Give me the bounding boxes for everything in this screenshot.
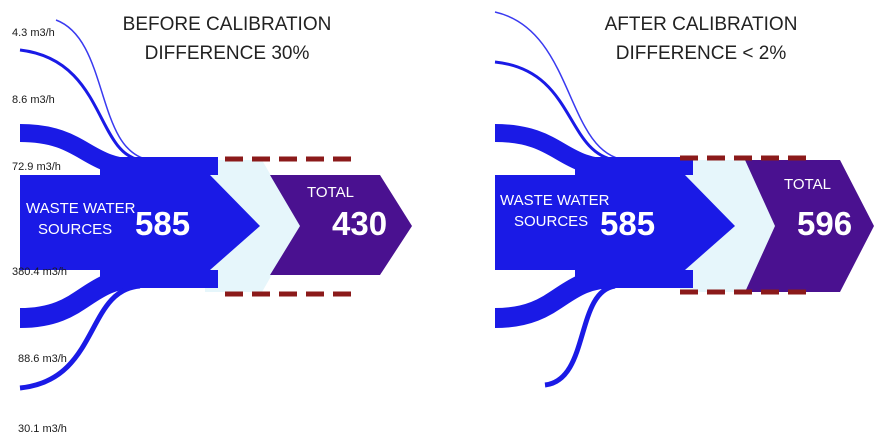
before-flow-2 — [19, 48, 141, 162]
after-heading-line2: DIFFERENCE < 2% — [616, 43, 787, 64]
before-total-label: TOTAL — [307, 184, 354, 201]
before-flow-label-2: 8.6 m3/h — [12, 94, 55, 106]
after-top-band — [575, 157, 693, 175]
before-total-arrow — [270, 175, 412, 275]
after-source-arrow — [495, 175, 735, 270]
before-flow-label-6: 30.1 m3/h — [18, 423, 67, 435]
after-total-value: 596 — [797, 205, 852, 242]
before-calibration-panel: BEFORE CALIBRATION DIFFERENCE 30% 4.3 m3… — [12, 14, 412, 435]
before-flow-label-4: 380.4 m3/h — [12, 266, 67, 278]
after-source-label-line2: SOURCES — [514, 213, 588, 230]
after-heading-line1: AFTER CALIBRATION — [605, 14, 798, 35]
before-heading-line1: BEFORE CALIBRATION — [123, 14, 332, 35]
before-total-value: 430 — [332, 205, 387, 242]
before-flow-6 — [19, 283, 141, 391]
before-bottom-band — [100, 270, 218, 288]
after-total-label: TOTAL — [784, 176, 831, 193]
before-flow-label-5: 88.6 m3/h — [18, 353, 67, 365]
after-source-label-line1: WASTE WATER — [500, 192, 610, 209]
after-flow-2 — [494, 60, 616, 162]
after-flow-6 — [544, 283, 616, 388]
before-source-arrow — [20, 175, 260, 270]
after-bottom-band — [575, 270, 693, 288]
after-flow-1 — [494, 11, 626, 161]
before-source-value: 585 — [135, 205, 190, 242]
before-heading-line2: DIFFERENCE 30% — [145, 43, 310, 64]
before-source-label-line1: WASTE WATER — [26, 200, 136, 217]
after-source-value: 585 — [600, 205, 655, 242]
before-flow-label-1: 4.3 m3/h — [12, 27, 55, 39]
after-total-arrow — [745, 160, 874, 292]
before-flow-label-3: 72.9 m3/h — [12, 161, 61, 173]
after-calibration-panel: AFTER CALIBRATION DIFFERENCE < 2% WASTE … — [494, 11, 874, 388]
before-top-band — [100, 157, 218, 175]
before-source-label-line2: SOURCES — [38, 221, 112, 238]
before-flow-1 — [55, 19, 151, 161]
